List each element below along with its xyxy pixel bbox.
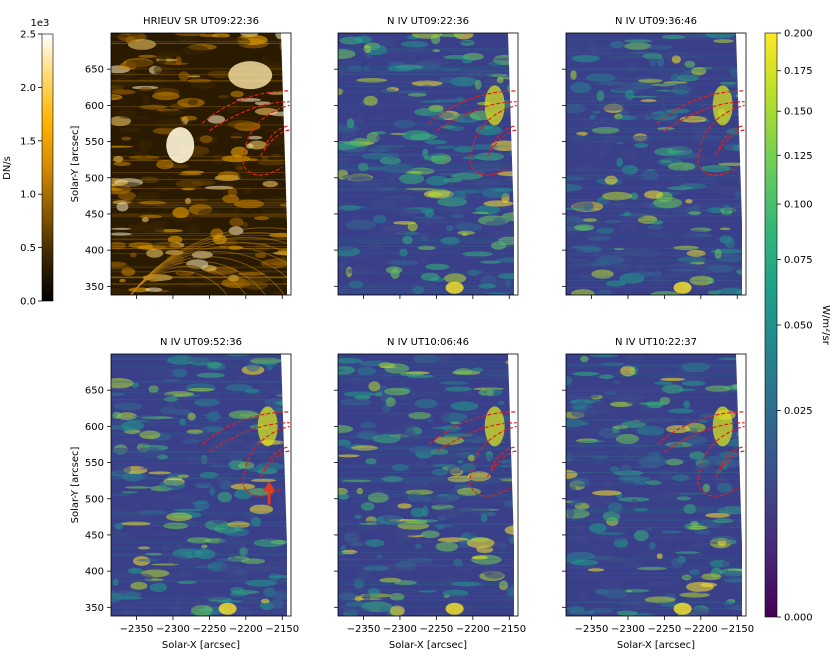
y-tick-label: 400 xyxy=(85,246,104,257)
colorbar-intensity-tick-label: 0.075 xyxy=(784,255,813,266)
x-tick-label: −2300 xyxy=(156,624,190,635)
y-axis-label: Solar-Y [arcsec] xyxy=(70,447,81,524)
y-tick-label: 350 xyxy=(85,282,104,293)
x-tick-label: −2200 xyxy=(684,624,718,635)
panel-image xyxy=(111,33,291,295)
panel-frame xyxy=(110,353,292,617)
x-tick-label: −2250 xyxy=(192,624,226,635)
panel-1: HRIEUV SR UT09:22:36 350 400 450 500 550 600 65… xyxy=(70,16,292,299)
colorbar-intensity-tick-label: 0.050 xyxy=(784,321,813,332)
panels-layer: HRIEUV SR UT09:22:36 350 400 450 500 550 600 65… xyxy=(70,16,754,651)
panel-6: N IV UT10:22:37 −2350 −2300 −2250 −2200 −2150… xyxy=(562,337,754,651)
x-tick-label: −2300 xyxy=(611,624,645,635)
colorbar-intensity-tick-label: 0.100 xyxy=(784,200,813,211)
x-axis-label: Solar-X [arcsec] xyxy=(389,640,467,651)
panel-frame xyxy=(337,353,519,617)
colorbar-intensity-tick-label: 0.175 xyxy=(784,66,813,77)
panel-image xyxy=(566,354,746,616)
x-axis-label: Solar-X [arcsec] xyxy=(162,640,240,651)
colorbar-intensity-tick-label: 0.200 xyxy=(784,29,813,40)
colorbar-intensity-tick-label: 0.125 xyxy=(784,151,813,162)
x-tick-label: −2350 xyxy=(575,624,609,635)
x-tick-label: −2150 xyxy=(265,624,299,635)
colorbar-dn-tick-label: 1.0 xyxy=(20,190,36,201)
panel-title: N IV UT09:52:36 xyxy=(160,337,242,348)
panel-5: N IV UT10:06:46 −2350 −2300 −2250 −2200 −2150… xyxy=(334,337,526,651)
y-tick-label: 600 xyxy=(85,422,104,433)
panel-image xyxy=(566,33,746,295)
panel-title: N IV UT10:22:37 xyxy=(615,337,697,348)
colorbar-dn-tick-label: 2.5 xyxy=(20,30,36,41)
panel-frame xyxy=(565,32,747,296)
y-tick-label: 600 xyxy=(85,101,104,112)
colorbar-dn-tick-label: 0.5 xyxy=(20,243,36,254)
x-tick-label: −2150 xyxy=(492,624,526,635)
panel-title: N IV UT09:36:46 xyxy=(615,16,697,27)
x-tick-label: −2350 xyxy=(347,624,381,635)
y-tick-label: 550 xyxy=(85,458,104,469)
colorbar-intensity-tick-label: 0.025 xyxy=(784,406,813,417)
colorbar-dn-exponent: 1e3 xyxy=(31,18,50,29)
colorbar-dn-tick-label: 2.0 xyxy=(20,83,36,94)
arrow-head xyxy=(263,481,276,492)
colorbar-intensity-label: W/m²/sr xyxy=(820,305,830,346)
panel-4: N IV UT09:52:36 −2350 −2300 −2250 −2200 −2150… xyxy=(70,337,299,651)
y-tick-label: 500 xyxy=(85,494,104,505)
panel-image xyxy=(111,354,291,616)
x-axis-label: Solar-X [arcsec] xyxy=(617,640,695,651)
panel-image xyxy=(338,33,518,295)
colorbar-intensity-bar xyxy=(764,32,778,618)
y-tick-label: 650 xyxy=(85,65,104,76)
panel-frame xyxy=(110,32,292,296)
y-tick-label: 450 xyxy=(85,209,104,220)
colorbar-dn-label: DN/s xyxy=(2,156,13,180)
panel-2: N IV UT09:22:36 xyxy=(334,16,519,299)
colorbar-dn-tick-label: 1.5 xyxy=(20,136,36,147)
panel-title: N IV UT09:22:36 xyxy=(387,16,469,27)
colorbar-intensity-tick-label: 0.150 xyxy=(784,107,813,118)
panel-3: N IV UT09:36:46 xyxy=(562,16,747,299)
y-axis-label: Solar-Y [arcsec] xyxy=(70,126,81,203)
colorbar-intensity-tick-label: 0.000 xyxy=(784,613,813,624)
colorbar-intensity: W/m²/sr 0.000 0.025 0.050 0.075 0.100 0.125 0.… xyxy=(764,29,830,624)
panel-title: N IV UT10:06:46 xyxy=(387,337,469,348)
y-tick-label: 350 xyxy=(85,603,104,614)
x-tick-label: −2250 xyxy=(647,624,681,635)
panel-title: HRIEUV SR UT09:22:36 xyxy=(143,16,259,27)
y-tick-label: 550 xyxy=(85,137,104,148)
y-tick-label: 450 xyxy=(85,530,104,541)
x-tick-label: −2150 xyxy=(720,624,754,635)
x-tick-label: −2350 xyxy=(120,624,154,635)
y-tick-label: 500 xyxy=(85,173,104,184)
panel-frame xyxy=(565,353,747,617)
colorbar-dn-tick-label: 0.0 xyxy=(20,297,36,308)
x-tick-label: −2200 xyxy=(456,624,490,635)
x-tick-label: −2300 xyxy=(383,624,417,635)
y-tick-label: 400 xyxy=(85,567,104,578)
x-tick-label: −2200 xyxy=(229,624,263,635)
colorbar-dn-bar xyxy=(41,33,54,302)
y-tick-label: 650 xyxy=(85,386,104,397)
colorbar-dn: 1e3 DN/s 0.0 0.5 1.0 1.5 2.0 2.5 xyxy=(2,18,54,308)
panel-frame xyxy=(337,32,519,296)
panel-image xyxy=(338,354,518,616)
x-tick-label: −2250 xyxy=(419,624,453,635)
